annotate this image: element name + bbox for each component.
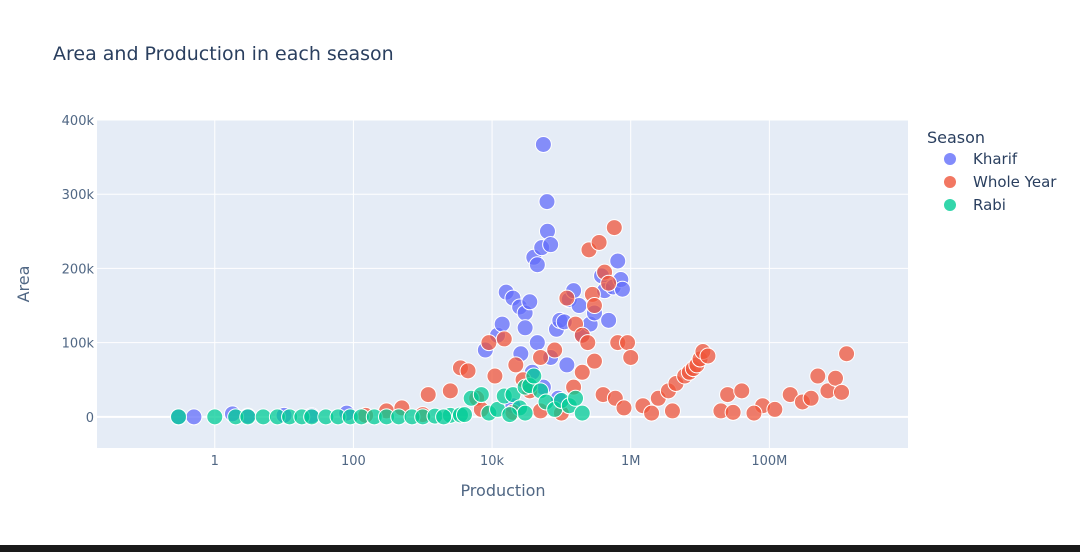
point-0-19	[538, 193, 556, 211]
y-axis-tick-labels: 0 100k 200k 300k 400k	[62, 114, 95, 426]
point-1-62	[643, 404, 661, 422]
legend-title: Season	[927, 128, 985, 147]
point-1-45	[699, 347, 717, 365]
point-1-6	[459, 362, 477, 380]
point-0-38	[516, 319, 534, 337]
legend-label-2: Rabi	[973, 196, 1006, 214]
x-axis-title: Production	[460, 481, 545, 500]
point-2-22	[472, 386, 490, 404]
point-1-55	[827, 369, 845, 387]
chart-title: Area and Production in each season	[53, 43, 394, 65]
point-1-11	[507, 356, 525, 374]
point-2-0	[170, 408, 188, 426]
point-0-16	[528, 256, 546, 274]
x-tick-label-2: 10k	[480, 454, 505, 469]
point-1-29	[622, 348, 640, 366]
series-rabi	[170, 367, 591, 426]
point-2-40	[435, 408, 453, 426]
point-2-36	[567, 389, 585, 407]
point-0-33	[600, 311, 618, 329]
point-1-61	[663, 402, 681, 420]
point-2-39	[501, 406, 519, 424]
point-0-35	[609, 252, 627, 270]
legend-marker-2	[944, 199, 956, 211]
point-1-50	[781, 386, 799, 404]
point-2-41	[455, 406, 473, 424]
point-1-23	[590, 233, 608, 251]
point-1-63	[615, 399, 633, 417]
point-1-46	[719, 386, 737, 404]
point-1-53	[809, 367, 827, 385]
y-tick-label-3: 300k	[62, 188, 95, 203]
point-1-47	[733, 382, 751, 400]
point-1-26	[605, 219, 623, 237]
point-1-49	[766, 400, 784, 418]
point-0-14	[521, 293, 539, 311]
x-tick-label-4: 100M	[751, 454, 787, 469]
point-0-1	[185, 408, 203, 426]
point-2-1	[206, 408, 224, 426]
legend-label-1: Whole Year	[973, 173, 1057, 191]
x-tick-label-3: 1M	[621, 454, 641, 469]
y-axis-title: Area	[14, 266, 33, 303]
point-0-9	[493, 315, 511, 333]
point-2-26	[504, 386, 522, 404]
point-0-18	[534, 135, 552, 153]
point-2-3	[239, 408, 257, 426]
x-tick-label-1: 100	[341, 454, 366, 469]
y-tick-label-2: 200k	[62, 262, 95, 277]
point-1-19	[579, 334, 597, 352]
point-1-4	[441, 382, 459, 400]
point-1-9	[486, 367, 504, 385]
legend: Season Kharif Whole Year Rabi	[927, 128, 1057, 214]
bottom-bar	[0, 545, 1080, 552]
point-2-38	[516, 404, 534, 422]
point-1-28	[619, 334, 637, 352]
point-2-8	[303, 408, 321, 426]
point-1-15	[546, 341, 564, 359]
x-tick-label-0: 1	[211, 454, 219, 469]
y-tick-label-1: 100k	[62, 337, 95, 352]
point-1-22	[585, 297, 603, 315]
point-1-56	[833, 383, 851, 401]
point-1-31	[573, 363, 591, 381]
point-2-30	[525, 367, 543, 385]
point-0-21	[542, 236, 560, 254]
y-tick-label-0: 0	[86, 411, 94, 426]
x-axis-tick-labels: 1 100 10k 1M 100M	[211, 454, 788, 469]
point-1-10	[495, 330, 513, 348]
legend-items: Kharif Whole Year Rabi	[944, 150, 1057, 214]
point-1-25	[600, 274, 618, 292]
point-1-30	[585, 352, 603, 370]
point-2-4	[254, 408, 272, 426]
point-1-57	[838, 345, 856, 363]
legend-label-0: Kharif	[973, 150, 1018, 168]
legend-marker-0	[944, 153, 956, 165]
point-1-8	[480, 334, 498, 352]
point-1-3	[419, 386, 437, 404]
y-tick-label-4: 400k	[62, 114, 95, 129]
point-1-52	[802, 389, 820, 407]
legend-marker-1	[944, 176, 956, 188]
point-1-60	[745, 404, 763, 422]
point-1-59	[724, 403, 742, 421]
point-0-39	[528, 334, 546, 352]
point-0-41	[558, 356, 576, 374]
data-points	[170, 135, 856, 426]
point-2-37	[573, 404, 591, 422]
point-1-16	[558, 289, 576, 307]
point-1-14	[532, 348, 550, 366]
